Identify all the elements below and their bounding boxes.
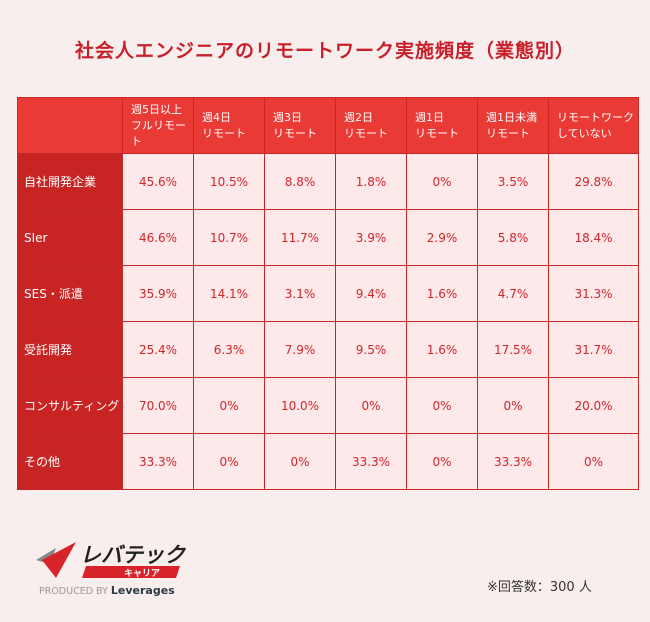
data-cell: 20.0% bbox=[548, 377, 639, 434]
column-header: 週3日 リモート bbox=[264, 97, 336, 154]
data-cell: 9.4% bbox=[335, 265, 407, 322]
column-header: 週1日未満 リモート bbox=[477, 97, 549, 154]
column-header: 週5日以上 フルリモート bbox=[122, 97, 194, 154]
data-cell: 0% bbox=[406, 153, 478, 210]
data-cell: 2.9% bbox=[406, 209, 478, 266]
data-cell: 6.3% bbox=[193, 321, 265, 378]
data-cell: 35.9% bbox=[122, 265, 194, 322]
produced-by: PRODUCED BY Leverages bbox=[39, 584, 175, 597]
respondent-count-note: ※回答数：300 人 bbox=[487, 580, 592, 595]
data-cell: 46.6% bbox=[122, 209, 194, 266]
table-row: SES・派遣 35.9% 14.1% 3.1% 9.4% 1.6% 4.7% 31.3% bbox=[17, 265, 639, 322]
svg-text:キャリア: キャリア bbox=[124, 568, 160, 579]
data-cell: 4.7% bbox=[477, 265, 549, 322]
column-header: 週1日 リモート bbox=[406, 97, 478, 154]
table-row: 受託開発 25.4% 6.3% 7.9% 9.5% 1.6% 17.5% 31.7% bbox=[17, 321, 639, 378]
data-cell: 33.3% bbox=[477, 433, 549, 490]
data-cell: 0% bbox=[264, 433, 336, 490]
column-header: 週2日 リモート bbox=[335, 97, 407, 154]
column-header: 週4日 リモート bbox=[193, 97, 265, 154]
data-cell: 0% bbox=[335, 377, 407, 434]
data-cell: 25.4% bbox=[122, 321, 194, 378]
data-cell: 1.6% bbox=[406, 321, 478, 378]
data-cell: 33.3% bbox=[122, 433, 194, 490]
data-cell: 31.3% bbox=[548, 265, 639, 322]
data-cell: 33.3% bbox=[335, 433, 407, 490]
row-header: SIer bbox=[17, 209, 123, 266]
data-cell: 3.5% bbox=[477, 153, 549, 210]
row-header: 自社開発企業 bbox=[17, 153, 123, 210]
row-header: コンサルティング bbox=[17, 377, 123, 434]
row-header: その他 bbox=[17, 433, 123, 490]
data-cell: 17.5% bbox=[477, 321, 549, 378]
data-cell: 5.8% bbox=[477, 209, 549, 266]
row-header: 受託開発 bbox=[17, 321, 123, 378]
data-cell: 11.7% bbox=[264, 209, 336, 266]
levtech-logo: レバテック キャリア bbox=[36, 542, 186, 579]
table-row: 自社開発企業 45.6% 10.5% 8.8% 1.8% 0% 3.5% 29.8% bbox=[17, 153, 639, 210]
data-cell: 9.5% bbox=[335, 321, 407, 378]
data-cell: 0% bbox=[193, 433, 265, 490]
data-cell: 3.1% bbox=[264, 265, 336, 322]
data-cell: 18.4% bbox=[548, 209, 639, 266]
table-row: その他 33.3% 0% 0% 33.3% 0% 33.3% 0% bbox=[17, 433, 639, 490]
row-header: SES・派遣 bbox=[17, 265, 123, 322]
data-cell: 1.6% bbox=[406, 265, 478, 322]
data-cell: 31.7% bbox=[548, 321, 639, 378]
data-cell: 29.8% bbox=[548, 153, 639, 210]
remote-work-table: 週5日以上 フルリモート 週4日 リモート 週3日 リモート 週2日 リモート 週1日 … bbox=[17, 97, 639, 490]
data-cell: 45.6% bbox=[122, 153, 194, 210]
column-header: リモートワーク していない bbox=[548, 97, 639, 154]
logo-mark-red bbox=[42, 542, 76, 578]
corner-cell bbox=[17, 97, 123, 154]
data-cell: 1.8% bbox=[335, 153, 407, 210]
data-cell: 0% bbox=[406, 377, 478, 434]
page-title: 社会人エンジニアのリモートワーク実施頻度（業態別） bbox=[74, 40, 575, 62]
data-cell: 0% bbox=[477, 377, 549, 434]
data-cell: 70.0% bbox=[122, 377, 194, 434]
svg-text:レバテック: レバテック bbox=[80, 543, 186, 567]
data-cell: 10.0% bbox=[264, 377, 336, 434]
data-cell: 3.9% bbox=[335, 209, 407, 266]
data-cell: 14.1% bbox=[193, 265, 265, 322]
data-cell: 7.9% bbox=[264, 321, 336, 378]
table-row: コンサルティング 70.0% 0% 10.0% 0% 0% 0% 20.0% bbox=[17, 377, 639, 434]
data-cell: 10.5% bbox=[193, 153, 265, 210]
table-row: SIer 46.6% 10.7% 11.7% 3.9% 2.9% 5.8% 18.4% bbox=[17, 209, 639, 266]
data-cell: 0% bbox=[406, 433, 478, 490]
data-cell: 0% bbox=[548, 433, 639, 490]
data-cell: 8.8% bbox=[264, 153, 336, 210]
data-cell: 10.7% bbox=[193, 209, 265, 266]
data-cell: 0% bbox=[193, 377, 265, 434]
